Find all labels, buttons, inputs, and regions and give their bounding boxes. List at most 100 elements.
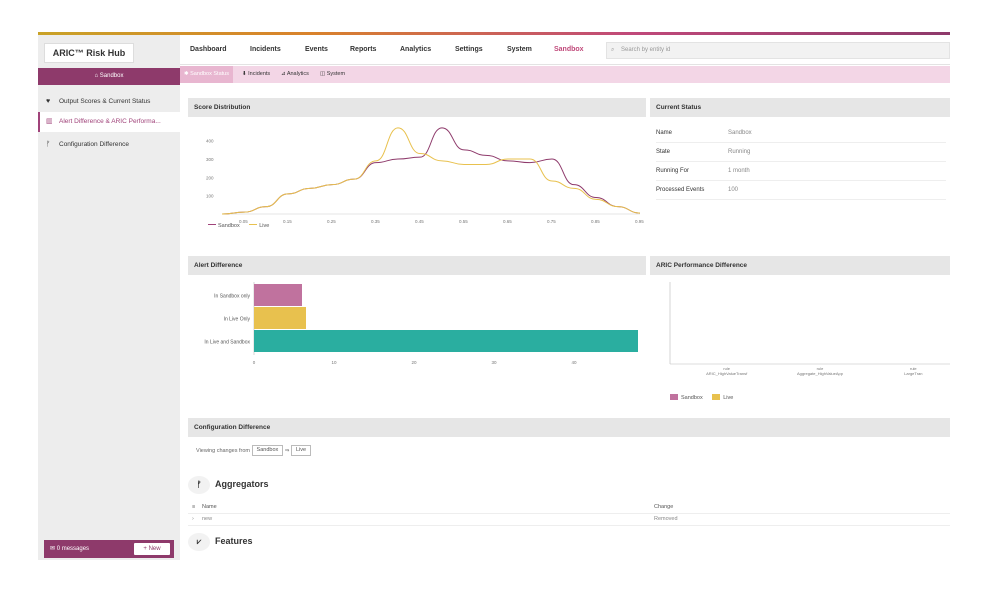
configuration-difference-panel: Configuration Difference Viewing changes… — [188, 418, 950, 560]
subnav-system[interactable]: ◫ System — [320, 71, 346, 77]
nav-reports[interactable]: Reports — [350, 46, 377, 53]
legend-label-sandbox: Sandbox — [681, 395, 703, 401]
search-icon: ⌕ — [611, 47, 615, 53]
sidebar-item-label: Alert Difference & ARIC Performa... — [59, 118, 161, 125]
legend-label-live: Live — [723, 395, 734, 401]
legend-swatch-live — [712, 394, 721, 400]
new-message-button[interactable]: + New — [134, 543, 170, 555]
x-tick-label: 0.75 — [547, 219, 556, 224]
to-environment-select[interactable]: Live — [290, 445, 312, 456]
x-tick-label: 0.35 — [371, 219, 380, 224]
expand-icon[interactable]: › — [192, 516, 194, 522]
column-header-name[interactable]: Name — [202, 504, 217, 510]
alert-difference-panel: Alert Difference In Sandbox only In Live … — [188, 256, 646, 396]
score-distribution-panel: Score Distribution 100 200 300 400 0.05 0.15 0… — [188, 98, 646, 243]
nav-sandbox[interactable]: Sandbox — [554, 46, 584, 53]
brand-stripe — [38, 32, 950, 35]
bar-2 — [254, 330, 638, 352]
mail-icon: ✉ — [50, 546, 57, 552]
sidebar-item-label: Configuration Difference — [59, 141, 129, 148]
subnav-sandbox-status[interactable]: ✱ Sandbox Status — [180, 66, 233, 83]
search-input[interactable]: ⌕ Search by entity id — [606, 42, 950, 59]
category-label: In Sandbox only — [214, 294, 250, 300]
y-tick-label: 400 — [206, 139, 214, 144]
panel-title: ARIC Performance Difference — [650, 256, 950, 275]
x-tick-label: 40 — [571, 360, 577, 365]
legend-label-sandbox: Sandbox — [218, 223, 240, 229]
category-top-label: rule — [723, 366, 730, 371]
search-placeholder: Search by entity id — [621, 47, 671, 53]
category-label: LargeTran — [904, 371, 922, 376]
x-tick-label: 20 — [411, 360, 417, 365]
x-tick-label: 0.05 — [239, 219, 248, 224]
from-environment-select[interactable]: Sandbox — [251, 445, 284, 456]
legend-swatch-sandbox — [670, 394, 678, 400]
y-tick-label: 300 — [206, 157, 214, 162]
performance-legend: Sandbox Live — [670, 394, 733, 401]
sidebar-item-label: Output Scores & Current Status — [59, 98, 151, 105]
score-distribution-chart: 100 200 300 400 0.05 0.15 0.25 0.35 0.45 0.55 0.65… — [206, 127, 644, 224]
viewing-changes-row: Viewing changes from Sandbox ⇒ Live — [196, 445, 312, 456]
category-top-label: rule — [910, 366, 917, 371]
chart-icon: ▥ — [46, 118, 53, 125]
sidebar: ARIC™ Risk Hub ⌂ Sandbox ♥ Output Scores … — [38, 35, 180, 560]
row-change: Removed — [654, 516, 678, 522]
nav-system[interactable]: System — [507, 46, 532, 53]
status-key: Running For — [656, 168, 690, 174]
status-value: Running — [728, 149, 751, 155]
x-tick-label: 0 — [253, 360, 256, 365]
features-icon: ⩗ — [188, 533, 210, 551]
status-value: Sandbox — [728, 130, 752, 136]
category-label: ARIC_HighValueTransf — [706, 371, 748, 376]
panel-title: Score Distribution — [188, 98, 646, 117]
x-tick-label: 10 — [331, 360, 337, 365]
branch-icon: ᚠ — [46, 141, 51, 148]
column-header-change[interactable]: Change — [654, 504, 674, 510]
y-tick-label: 100 — [206, 194, 214, 199]
sidebar-item-output-scores[interactable]: ♥ Output Scores & Current Status — [38, 92, 180, 112]
status-value: 100 — [728, 187, 739, 193]
nav-events[interactable]: Events — [305, 46, 328, 53]
category-label: In Live Only — [224, 317, 251, 323]
nav-dashboard[interactable]: Dashboard — [190, 46, 227, 53]
aggregators-section[interactable]: ᚠ Aggregators — [188, 476, 269, 494]
heart-icon: ♥ — [46, 98, 51, 105]
x-tick-label: 0.25 — [327, 219, 336, 224]
status-key: State — [656, 149, 671, 155]
environment-banner[interactable]: ⌂ Sandbox — [38, 68, 180, 85]
environment-label: Sandbox — [99, 73, 124, 79]
sidebar-item-configuration-difference[interactable]: ᚠ Configuration Difference — [38, 135, 180, 155]
status-value: 1 month — [728, 168, 750, 174]
status-key: Name — [656, 130, 673, 136]
nav-incidents[interactable]: Incidents — [250, 46, 281, 53]
sub-nav: ✱ Sandbox Status ⬇ Incidents ⊿ Analytics… — [180, 66, 950, 83]
app-logo[interactable]: ARIC™ Risk Hub — [44, 43, 134, 63]
x-tick-label: 0.55 — [459, 219, 468, 224]
table-row[interactable]: › new Removed — [188, 516, 950, 526]
bar-0 — [254, 284, 302, 306]
nav-analytics[interactable]: Analytics — [400, 46, 432, 53]
sidebar-item-alert-difference[interactable]: ▥ Alert Difference & ARIC Performa... — [38, 112, 180, 132]
legend-line-live — [249, 224, 258, 225]
nav-settings[interactable]: Settings — [455, 46, 483, 53]
legend-line-sandbox — [208, 224, 216, 225]
panel-title: Configuration Difference — [188, 418, 950, 437]
sort-icon: ≡ — [192, 504, 196, 510]
score-legend: Sandbox Live — [208, 223, 269, 229]
arrow-icon: ⇒ — [284, 447, 290, 454]
messages-bar[interactable]: ✉ 0 messages + New — [44, 540, 174, 558]
panel-title: Current Status — [650, 98, 950, 117]
category-top-label: rule — [817, 366, 824, 371]
performance-difference-chart: ruleARIC_HighValueTransfruleAggregate_Hi… — [669, 282, 950, 376]
subnav-analytics[interactable]: ⊿ Analytics — [281, 71, 309, 77]
x-tick-label: 0.65 — [503, 219, 512, 224]
x-tick-label: 0.85 — [591, 219, 600, 224]
status-row-processed-events: Processed Events 100 — [656, 181, 946, 200]
subnav-incidents[interactable]: ⬇ Incidents — [242, 71, 271, 77]
home-icon: ⌂ — [94, 73, 100, 79]
features-section[interactable]: ⩗ Features — [188, 533, 253, 551]
performance-difference-panel: ARIC Performance Difference rule ARIC_Hig… — [650, 256, 950, 416]
alert-difference-chart: In Sandbox only In Live Only In Live and S… — [204, 282, 638, 365]
viewing-label: Viewing changes from — [196, 447, 251, 454]
x-tick-label: 0.15 — [283, 219, 292, 224]
